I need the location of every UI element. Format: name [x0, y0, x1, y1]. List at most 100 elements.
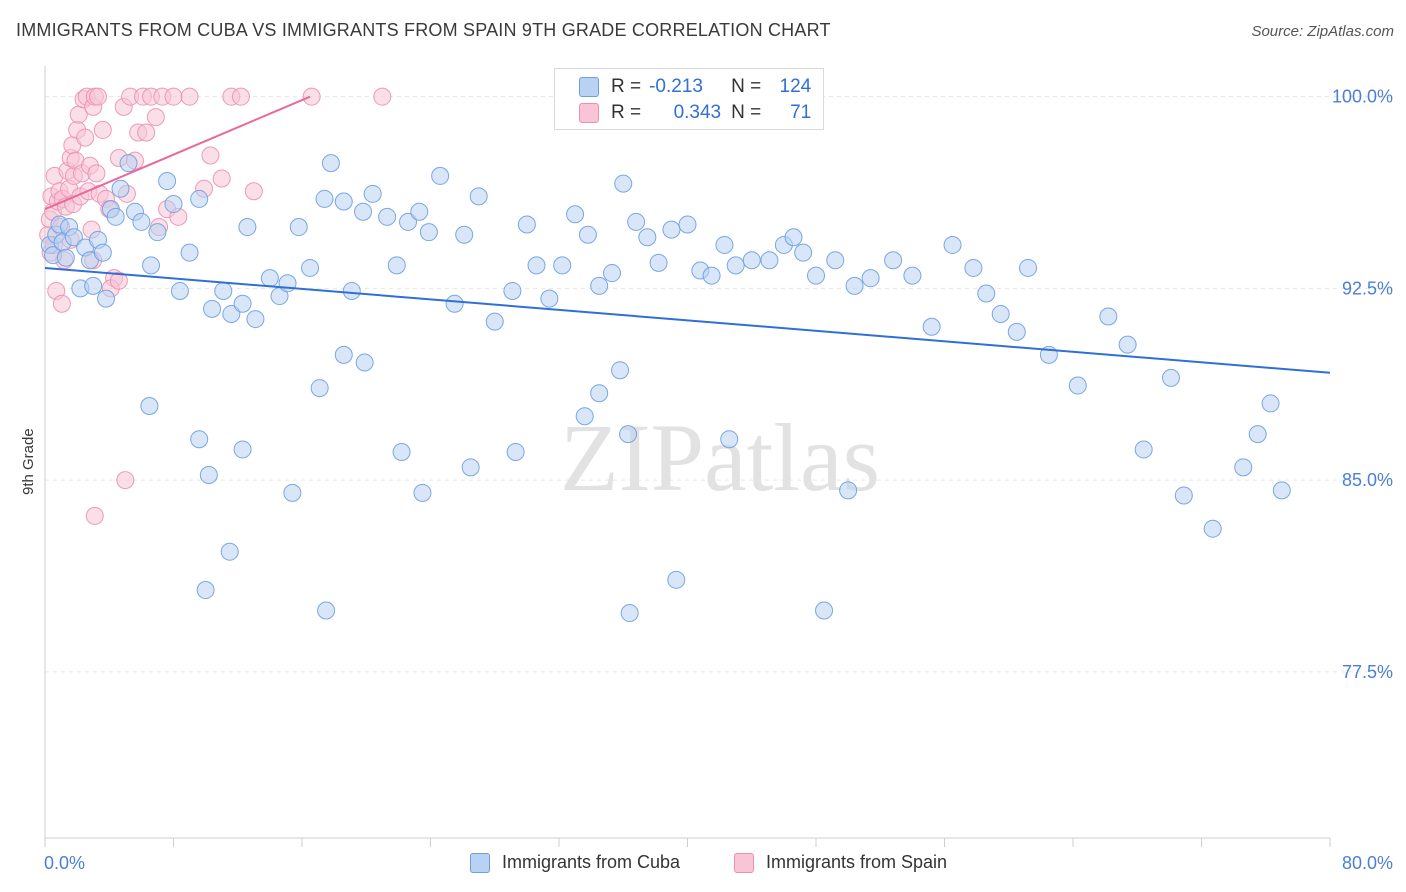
- legend-item-spain[interactable]: Immigrants from Spain: [734, 852, 947, 873]
- y-tick-label: 85.0%: [1342, 470, 1393, 490]
- cuba-point: [334, 192, 353, 211]
- cuba-point: [1272, 481, 1291, 500]
- cuba-point: [503, 281, 522, 300]
- spain-swatch: [734, 852, 754, 873]
- cuba-point: [517, 215, 536, 234]
- chart-title: IMMIGRANTS FROM CUBA VS IMMIGRANTS FROM …: [16, 20, 831, 40]
- y-tick-label: 77.5%: [1342, 662, 1393, 682]
- spain-point: [146, 108, 165, 127]
- cuba-point: [861, 269, 880, 288]
- cuba-point: [807, 266, 825, 285]
- r-value: -0.213: [649, 76, 703, 97]
- cuba-point: [180, 243, 199, 262]
- cuba-point: [387, 256, 406, 275]
- y-tick-label: 92.5%: [1342, 278, 1393, 298]
- cuba-point: [233, 440, 252, 459]
- trend-lines: [44, 95, 1331, 374]
- cuba-point: [603, 264, 622, 283]
- gridlines: [45, 96, 1390, 673]
- cuba-point: [991, 304, 1010, 323]
- cuba-point: [1261, 394, 1280, 413]
- cuba-point: [469, 187, 488, 206]
- spain-swatch: [579, 103, 599, 123]
- spain-point: [116, 471, 135, 490]
- cuba-point: [578, 225, 597, 244]
- cuba-point: [794, 243, 813, 262]
- source-label: Source: ZipAtlas.com: [1251, 23, 1394, 40]
- cuba-swatch: [579, 77, 599, 97]
- y-tick-label: 100.0%: [1332, 87, 1393, 107]
- cuba-point: [220, 542, 239, 561]
- watermark: ZIPatlas: [560, 404, 880, 511]
- cuba-point: [845, 276, 864, 295]
- cuba-point: [196, 581, 215, 600]
- cuba-point: [784, 228, 803, 247]
- x-tick-min: 0.0%: [44, 853, 86, 873]
- cuba-point: [97, 289, 116, 308]
- cuba-point: [506, 443, 525, 461]
- cuba-point: [214, 281, 233, 300]
- cuba-point: [620, 604, 639, 623]
- cuba-point: [84, 276, 103, 295]
- cuba-point: [1174, 486, 1193, 505]
- cuba-point: [119, 154, 138, 173]
- cuba-point: [64, 228, 83, 247]
- cuba-point: [614, 174, 633, 193]
- cuba-point: [1099, 307, 1118, 326]
- cuba-point: [190, 189, 209, 208]
- cuba-point: [662, 220, 681, 239]
- cuba-point: [540, 289, 559, 308]
- cuba-point: [619, 425, 638, 444]
- cuba-point: [1068, 376, 1087, 395]
- cuba-point: [826, 251, 845, 270]
- cuba-point: [922, 317, 941, 336]
- cuba-point: [702, 266, 721, 285]
- spain-point: [201, 146, 220, 165]
- cuba-point: [354, 202, 373, 221]
- cuba-point: [720, 430, 739, 449]
- spain-point: [87, 164, 106, 183]
- cuba-point: [321, 154, 340, 173]
- cuba-point: [678, 215, 697, 234]
- cuba-point: [527, 256, 546, 275]
- legend-row-spain: R = 0.343 N = 71: [579, 101, 811, 125]
- cuba-point: [310, 379, 329, 398]
- spain-point: [93, 120, 112, 139]
- cuba-point: [575, 407, 594, 426]
- cuba-point: [419, 223, 438, 242]
- cuba-point: [260, 269, 279, 288]
- cuba-point: [410, 202, 429, 221]
- cuba-point: [93, 243, 112, 262]
- spain-point: [373, 87, 392, 106]
- legend-item-cuba[interactable]: Immigrants from Cuba: [470, 852, 680, 873]
- cuba-point: [317, 601, 336, 620]
- cuba-point: [726, 256, 745, 275]
- cuba-point: [964, 258, 983, 277]
- cuba-point: [301, 258, 320, 277]
- n-value: 71: [790, 102, 812, 123]
- cuba-point: [884, 251, 903, 270]
- cuba-point: [1019, 258, 1038, 277]
- cuba-point: [611, 361, 630, 380]
- spain-point: [231, 87, 250, 106]
- spain-point: [89, 87, 108, 106]
- cuba-point: [903, 266, 922, 285]
- cuba-point: [1248, 425, 1267, 444]
- spain-point: [244, 182, 263, 201]
- cuba-point: [431, 166, 450, 185]
- cuba-point: [363, 184, 382, 203]
- cuba-point: [140, 396, 159, 415]
- legend-row-cuba: R = -0.213 N = 124: [579, 75, 811, 99]
- cuba-swatch: [470, 852, 490, 873]
- cuba-point: [170, 281, 189, 300]
- cuba-point: [461, 458, 480, 477]
- cuba-points: [40, 154, 1291, 623]
- r-label: R =: [611, 76, 642, 97]
- n-label: N =: [731, 102, 762, 123]
- cuba-point: [566, 205, 585, 224]
- cuba-point: [413, 483, 432, 502]
- cuba-point: [203, 299, 222, 318]
- cuba-point: [106, 207, 125, 226]
- cuba-point: [715, 235, 734, 254]
- cuba-point: [742, 251, 761, 270]
